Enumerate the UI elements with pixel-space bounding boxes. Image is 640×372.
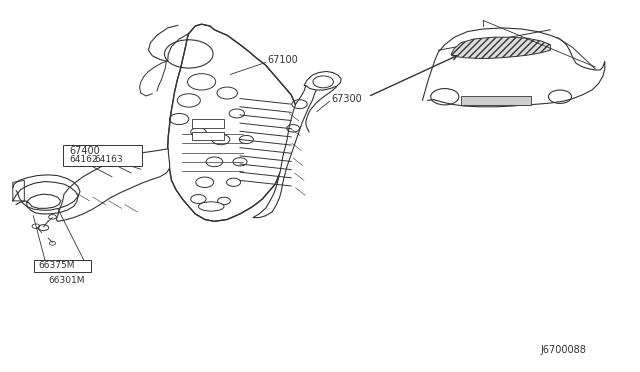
Bar bbox=[461, 96, 531, 105]
Text: 66375M: 66375M bbox=[38, 262, 75, 270]
Polygon shape bbox=[56, 149, 170, 221]
FancyBboxPatch shape bbox=[63, 145, 142, 166]
Bar bbox=[192, 132, 224, 140]
Text: 67300: 67300 bbox=[332, 94, 362, 104]
Bar bbox=[192, 119, 224, 128]
Ellipse shape bbox=[198, 202, 224, 211]
Text: 67400: 67400 bbox=[69, 146, 100, 155]
Polygon shape bbox=[451, 37, 550, 58]
Text: 64163: 64163 bbox=[95, 155, 124, 164]
Text: 64162: 64162 bbox=[69, 155, 98, 164]
FancyBboxPatch shape bbox=[34, 260, 91, 272]
Text: J6700088: J6700088 bbox=[540, 345, 586, 355]
Text: 66301M: 66301M bbox=[48, 276, 84, 285]
Polygon shape bbox=[253, 86, 317, 218]
Polygon shape bbox=[304, 71, 341, 90]
Polygon shape bbox=[168, 24, 300, 221]
Text: 67100: 67100 bbox=[268, 55, 298, 65]
